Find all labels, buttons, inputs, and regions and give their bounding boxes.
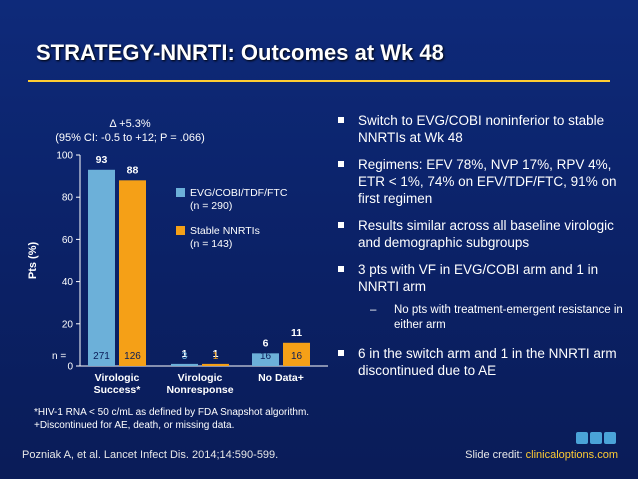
bullet-item: 6 in the switch arm and 1 in the NNRTI a… <box>336 345 626 379</box>
bar <box>252 353 279 366</box>
title-divider <box>28 80 610 82</box>
legend-swatch <box>176 226 185 235</box>
bar <box>119 180 146 366</box>
legend-n: (n = 143) <box>190 238 232 250</box>
credit-label: Slide credit: <box>465 449 526 461</box>
n-label: n = <box>52 351 66 362</box>
y-tick-label: 100 <box>56 151 73 162</box>
x-tick-label: Success* <box>94 384 142 396</box>
x-tick-label: Nonresponse <box>166 384 233 396</box>
data-label: 11 <box>291 327 302 339</box>
n-value: 16 <box>291 351 303 362</box>
slide-title: STRATEGY-NNRTI: Outcomes at Wk 48 <box>36 40 444 65</box>
y-tick-label: 20 <box>62 319 74 330</box>
bullet-item: Results similar across all baseline viro… <box>336 217 626 251</box>
data-label: 6 <box>263 337 269 349</box>
slide-credit: Slide credit: clinicaloptions.com <box>465 449 618 461</box>
footnotes: *HIV-1 RNA < 50 c/mL as defined by FDA S… <box>34 406 309 432</box>
bullet-item: 3 pts with VF in EVG/COBI arm and 1 in N… <box>336 261 626 295</box>
legend-label: Stable NNRTIs <box>190 225 260 237</box>
bar <box>202 363 229 366</box>
annotation-ci: (95% CI: -0.5 to +12; P = .066) <box>55 132 205 144</box>
nav-logo-icon[interactable] <box>576 432 616 444</box>
data-label: 93 <box>96 154 108 166</box>
citation: Pozniak A, et al. Lancet Infect Dis. 201… <box>22 449 279 461</box>
x-tick-label: No Data+ <box>258 372 304 384</box>
n-value: 126 <box>124 351 141 362</box>
bar-chart: Δ +5.3% (95% CI: -0.5 to +12; P = .066) 0 2… <box>27 118 328 396</box>
legend-n: (n = 290) <box>190 200 232 212</box>
credit-link[interactable]: clinicaloptions.com <box>525 449 618 461</box>
x-tick-label: Virologic <box>178 372 223 384</box>
legend-label: EVG/COBI/TDF/FTC <box>190 187 288 199</box>
bullet-item: Regimens: EFV 78%, NVP 17%, RPV 4%, ETR … <box>336 156 626 207</box>
n-value: 1 <box>213 351 219 362</box>
data-label: 88 <box>127 164 139 176</box>
annotation-delta: Δ +5.3% <box>109 118 151 130</box>
sub-bullet-item: No pts with treatment-emergent resistanc… <box>358 303 626 333</box>
data-label: 1 <box>182 348 188 360</box>
y-axis-label: Pts (%) <box>27 242 39 280</box>
bar <box>88 169 115 366</box>
bar <box>171 363 198 366</box>
y-tick-label: 40 <box>62 277 74 288</box>
footnote: *HIV-1 RNA < 50 c/mL as defined by FDA S… <box>34 407 310 418</box>
y-tick-label: 0 <box>67 362 73 373</box>
legend-swatch <box>176 188 185 197</box>
data-label: 1 <box>213 348 219 360</box>
footnote: +Discontinued for AE, death, or missing … <box>34 420 235 431</box>
bullet-item: Switch to EVG/COBI noninferior to stable… <box>336 112 626 146</box>
bar <box>283 342 310 366</box>
n-value: 271 <box>93 351 110 362</box>
y-tick-label: 80 <box>62 193 74 204</box>
n-value: 3 <box>182 351 188 362</box>
n-value: 16 <box>260 351 272 362</box>
bullet-list: Switch to EVG/COBI noninferior to stable… <box>336 112 626 389</box>
y-tick-label: 60 <box>62 235 74 246</box>
x-tick-label: Virologic <box>95 372 140 384</box>
